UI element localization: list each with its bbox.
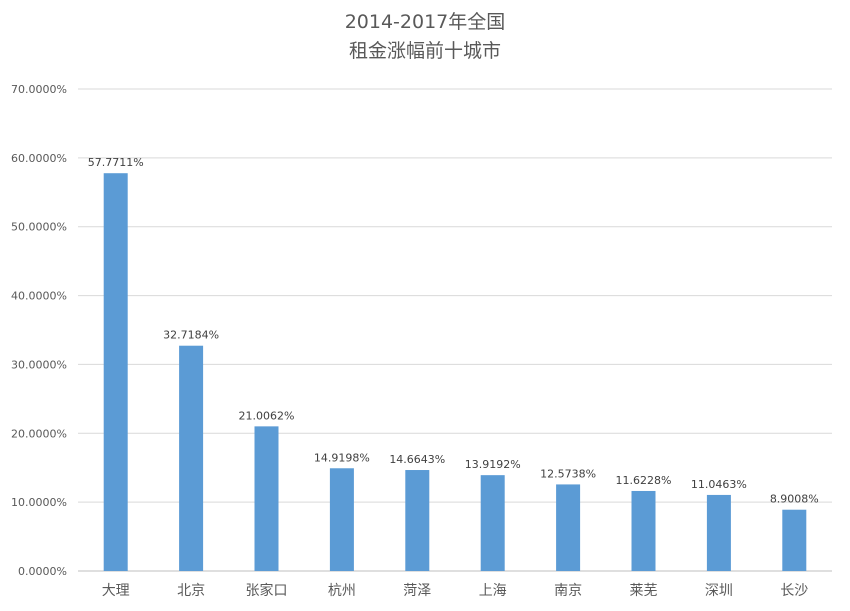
bar	[556, 484, 581, 571]
bar	[103, 173, 128, 571]
data-label: 14.6643%	[389, 453, 445, 466]
data-label: 14.9198%	[314, 451, 370, 464]
y-tick-label: 40.0000%	[11, 290, 67, 303]
data-label: 11.0463%	[691, 478, 747, 491]
bar	[631, 490, 656, 571]
x-tick-label: 北京	[177, 583, 205, 599]
chart-title-line1: 2014-2017年全国	[344, 11, 506, 33]
bar	[254, 426, 279, 571]
y-tick-label: 70.0000%	[11, 83, 67, 96]
y-tick-label: 20.0000%	[11, 427, 67, 440]
y-tick-label: 60.0000%	[11, 152, 67, 165]
x-tick-label: 深圳	[705, 583, 733, 599]
data-label: 12.5738%	[540, 467, 596, 480]
data-label: 21.0062%	[239, 409, 295, 422]
data-label: 11.6228%	[616, 474, 672, 487]
y-tick-label: 30.0000%	[11, 358, 67, 371]
x-tick-label: 南京	[554, 583, 582, 599]
x-tick-label: 大理	[102, 583, 130, 599]
x-tick-label: 张家口	[246, 582, 288, 599]
bar	[329, 468, 354, 571]
data-label: 32.7184%	[163, 329, 219, 342]
x-tick-label: 莱芜	[630, 582, 658, 599]
x-tick-label: 长沙	[780, 583, 808, 599]
bar	[782, 509, 807, 571]
data-label: 8.9008%	[770, 493, 819, 506]
data-label: 57.7711%	[88, 156, 144, 169]
bar	[179, 345, 204, 571]
y-tick-label: 50.0000%	[11, 221, 67, 234]
y-tick-label: 10.0000%	[11, 496, 67, 509]
bar	[405, 470, 430, 571]
x-tick-label: 杭州	[328, 583, 356, 599]
y-tick-label: 0.0000%	[18, 565, 67, 578]
chart-title-line2: 租金涨幅前十城市	[348, 40, 501, 62]
x-tick-label: 菏泽	[403, 583, 431, 599]
bar	[480, 475, 505, 571]
x-tick-label: 上海	[479, 583, 507, 599]
data-label: 13.9192%	[465, 458, 521, 471]
bar	[706, 494, 731, 571]
